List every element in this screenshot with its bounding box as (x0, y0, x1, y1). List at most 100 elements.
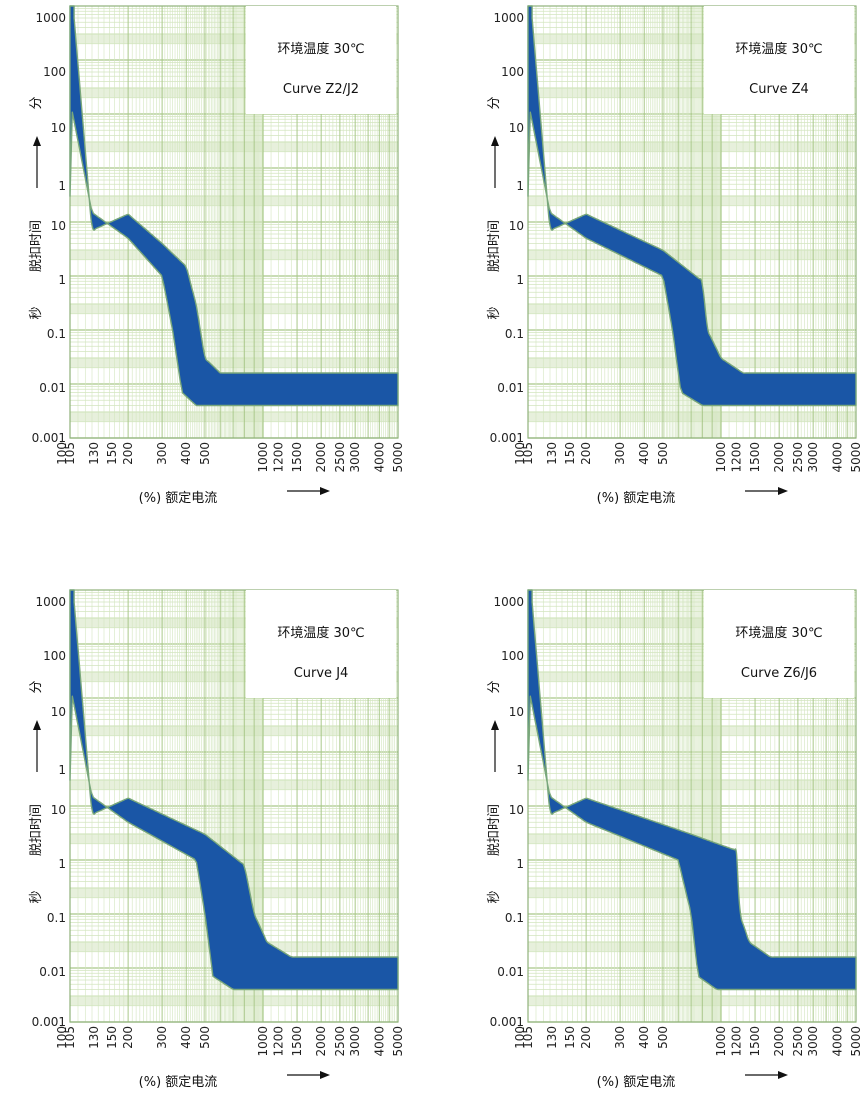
plot-frame (69, 5, 399, 439)
y-tick-label: 0.1 (505, 327, 524, 341)
x-tick-label: 150 (563, 1026, 577, 1049)
x-tick-label: 3000 (806, 442, 820, 473)
x-tick-label: 150 (105, 1026, 119, 1049)
y-tick-label: 10 (509, 219, 524, 233)
y-tick-label: 1 (58, 273, 66, 287)
grid-stripe (70, 671, 398, 682)
y-tick-label: 0.1 (47, 911, 66, 925)
chart-panel-3: 环境温度 30℃ Curve J4 1000 100 10 1 10 1 0.1 0.01 0.00… (0, 584, 420, 1094)
x-tick-label: 1000 (256, 442, 270, 473)
y-tick-label: 0.1 (505, 911, 524, 925)
x-tick-label: 130 (87, 442, 101, 465)
y-arrow-head (491, 136, 499, 146)
legend-curve-name: Curve J4 (294, 666, 349, 681)
chart-panel-2: 环境温度 30℃ Curve Z4 1000 100 10 1 10 1 0.1 0.01 0.00… (458, 0, 861, 510)
y-tick-label: 10 (509, 803, 524, 817)
x-tick-label: 2000 (772, 442, 786, 473)
x-tick-label: 300 (613, 1026, 627, 1049)
y-tick-label: 1 (516, 763, 524, 777)
y-tick-label: 10 (51, 121, 66, 135)
x-tick-label: 130 (87, 1026, 101, 1049)
x-tick-label: 2000 (314, 1026, 328, 1057)
y-tick-label: 100 (43, 65, 66, 79)
x-tick-label: 4000 (830, 442, 844, 473)
y-tick-label: 0.01 (497, 381, 524, 395)
grid-stripe (528, 33, 856, 44)
x-arrow-head (778, 1071, 788, 1079)
y-tick-label: 0.001 (490, 431, 524, 445)
y-tick-label: 1 (516, 857, 524, 871)
x-axis-title: (%) 额定电流 (139, 1075, 218, 1090)
grid-stripe (70, 249, 398, 260)
x-tick-label: 2500 (333, 1026, 347, 1057)
x-tick-label: 500 (656, 1026, 670, 1049)
y-tick-label: 100 (501, 649, 524, 663)
x-tick-label: 150 (105, 442, 119, 465)
y-arrow-head (33, 136, 41, 146)
y-tick-label: 1000 (493, 11, 524, 25)
y-axis-seconds-label: 秒 (29, 306, 44, 319)
x-tick-label: 4000 (372, 1026, 386, 1057)
x-tick-label: 500 (656, 442, 670, 465)
x-tick-label: 4000 (830, 1026, 844, 1057)
y-axis-minutes-label: 分 (487, 680, 502, 693)
y-tick-label: 1 (516, 273, 524, 287)
x-tick-label: 2000 (314, 442, 328, 473)
x-axis-title: (%) 额定电流 (597, 1075, 676, 1090)
x-axis-title: (%) 额定电流 (597, 491, 676, 506)
grid-stripe (70, 995, 398, 1006)
y-tick-label: 0.001 (490, 1015, 524, 1029)
plot-frame (527, 589, 857, 1023)
x-tick-label: 200 (579, 1026, 593, 1049)
y-tick-label: 0.01 (39, 381, 66, 395)
x-tick-label: 100 (55, 442, 69, 465)
legend-box (704, 590, 854, 698)
grid-stripe (70, 195, 398, 206)
y-tick-label: 0.001 (32, 1015, 66, 1029)
trip-curve-chart: 环境温度 30℃ Curve Z4 1000 100 10 1 10 1 0.1 0.01 0.00… (487, 5, 861, 506)
x-tick-label: 1200 (729, 1026, 743, 1057)
x-tick-label: 3000 (348, 1026, 362, 1057)
x-tick-label: 100 (55, 1026, 69, 1049)
x-tick-label: 4000 (372, 442, 386, 473)
y-arrow-head (33, 720, 41, 730)
x-tick-label: 400 (637, 1026, 651, 1049)
x-tick-label: 1200 (729, 442, 743, 473)
x-tick-label: 105 (63, 442, 77, 465)
y-axis-minutes-label: 分 (29, 96, 44, 109)
x-tick-label: 2500 (333, 442, 347, 473)
grid-stripe (70, 725, 398, 736)
legend-box (246, 590, 396, 698)
trip-band (527, 589, 857, 991)
x-tick-label: 1000 (256, 1026, 270, 1057)
x-tick-label: 105 (521, 442, 535, 465)
x-tick-label: 1200 (271, 1026, 285, 1057)
chart-root: 环境温度 30℃ Curve J4 1000 100 10 1 10 1 0.1 0.01 0.00… (29, 589, 405, 1090)
x-tick-label: 130 (545, 1026, 559, 1049)
chart-root: 环境温度 30℃ Curve Z2/J2 1000 100 10 1 10 1 0.1 0.01 0… (29, 5, 405, 506)
legend-box (704, 6, 854, 114)
x-tick-label: 150 (563, 442, 577, 465)
x-tick-label: 1000 (714, 442, 728, 473)
trip-band (69, 5, 399, 407)
x-tick-label: 5000 (391, 1026, 405, 1057)
y-tick-label: 10 (51, 705, 66, 719)
grid-stripe (528, 941, 856, 952)
trip-curve-chart: 环境温度 30℃ Curve Z2/J2 1000 100 10 1 10 1 0.1 0.01 0… (29, 5, 405, 506)
grid-stripe (70, 779, 398, 790)
x-arrow-head (320, 487, 330, 495)
x-tick-label: 300 (155, 442, 169, 465)
trip-curve-chart: 环境温度 30℃ Curve J4 1000 100 10 1 10 1 0.1 0.01 0.00… (29, 589, 405, 1090)
x-tick-label: 130 (545, 442, 559, 465)
y-tick-label: 0.01 (39, 965, 66, 979)
x-tick-label: 2500 (791, 442, 805, 473)
grid-stripe (528, 779, 856, 790)
grid-stripe (528, 725, 856, 736)
x-tick-label: 1500 (748, 442, 762, 473)
y-axis-minutes-label: 分 (487, 96, 502, 109)
x-tick-label: 5000 (849, 1026, 861, 1057)
x-tick-label: 1500 (290, 442, 304, 473)
y-tick-label: 1 (58, 857, 66, 871)
y-tick-label: 0.001 (32, 431, 66, 445)
y-axis-minutes-label: 分 (29, 680, 44, 693)
